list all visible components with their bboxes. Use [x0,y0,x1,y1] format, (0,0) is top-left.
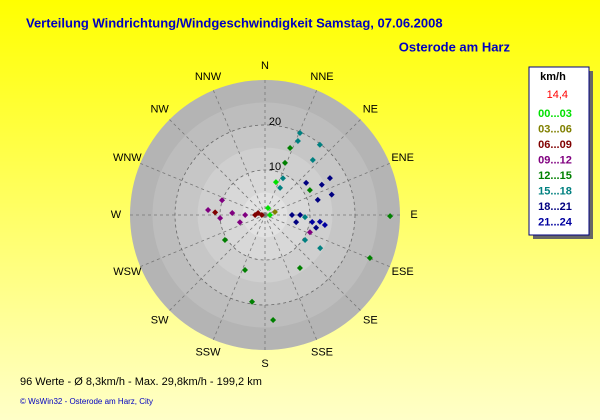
spoke [212,90,266,216]
data-point [272,179,279,186]
data-point [229,209,236,216]
direction-label: SE [363,314,378,326]
legend-box [528,66,590,236]
data-point [242,212,249,218]
copyright: © WsWin32 - Osterode am Harz, City [20,397,153,406]
direction-label: NNE [310,71,333,83]
data-point [219,197,226,204]
direction-label: SSW [195,347,221,359]
data-point [313,224,320,231]
data-point [309,156,316,163]
current-value: 14,4 [547,89,568,101]
legend-label: 06...09 [538,139,572,151]
data-point [317,245,324,252]
legend-label: 18...21 [538,201,572,213]
data-point [264,204,271,211]
data-point [252,212,259,218]
spoke [264,214,361,311]
data-point [387,213,394,220]
legend-label: 21...24 [538,216,573,228]
grid-ring [219,169,311,261]
data-point [297,212,304,218]
direction-label: ESE [392,266,414,278]
data-point [294,138,301,145]
data-point [241,266,248,273]
data-point [289,212,295,218]
legend-label: 09...12 [538,154,572,166]
spoke [169,214,266,311]
data-point [328,191,335,198]
data-point [293,219,300,226]
data-point [306,229,313,236]
data-point [303,179,310,186]
data-point [316,141,323,148]
direction-label: NE [363,104,378,116]
direction-label: SW [151,314,169,326]
data-point [279,175,286,182]
data-point [309,219,316,226]
data-point [236,219,243,226]
direction-label: E [410,209,417,221]
chart-subtitle: Osterode am Harz [399,39,511,54]
data-point [326,175,333,182]
spoke [140,214,266,268]
legend-label: 15...18 [538,185,572,197]
data-point [221,237,228,244]
data-point [266,212,273,218]
legend-title: km/h [540,71,566,83]
spoke [264,214,390,268]
spoke [212,214,266,340]
data-point [296,264,303,271]
direction-label: WSW [113,266,142,278]
data-point [296,130,303,137]
direction-label: NNW [195,71,222,83]
legend-label: 03...06 [538,123,572,135]
spoke [264,90,318,216]
data-point [316,218,323,225]
legend-label: 12...15 [538,170,572,182]
direction-label: N [261,60,269,72]
direction-label: ENE [391,152,414,164]
data-point [366,255,373,262]
direction-label: S [261,358,268,370]
data-point [271,208,278,215]
data-point [270,316,277,323]
r-tick-label: 20 [269,116,281,128]
data-point [217,215,224,222]
data-point [321,222,328,229]
direction-label: WNW [113,152,142,164]
data-point [212,209,219,216]
data-point [314,196,321,203]
direction-label: W [111,209,122,221]
data-point [287,144,294,151]
spoke [264,119,361,216]
spoke [264,214,318,340]
data-point [205,207,212,214]
chart-title: Verteilung Windrichtung/Windgeschwindigk… [26,15,443,30]
r-tick-label: 10 [269,161,281,173]
data-point [277,184,284,191]
spoke [140,162,266,216]
footer-stats: 96 Werte - Ø 8,3km/h - Max. 29,8km/h - 1… [20,376,262,388]
data-point [258,212,265,218]
data-point [318,181,325,188]
data-point [306,187,313,194]
grid-ring [174,124,356,306]
data-point [281,159,288,166]
spoke [169,119,266,216]
legend-label: 00...03 [538,108,572,120]
spoke [264,162,390,216]
direction-label: SSE [311,347,333,359]
data-point [249,298,256,305]
direction-label: NW [150,104,169,116]
data-point [302,237,309,244]
data-point [301,214,308,221]
